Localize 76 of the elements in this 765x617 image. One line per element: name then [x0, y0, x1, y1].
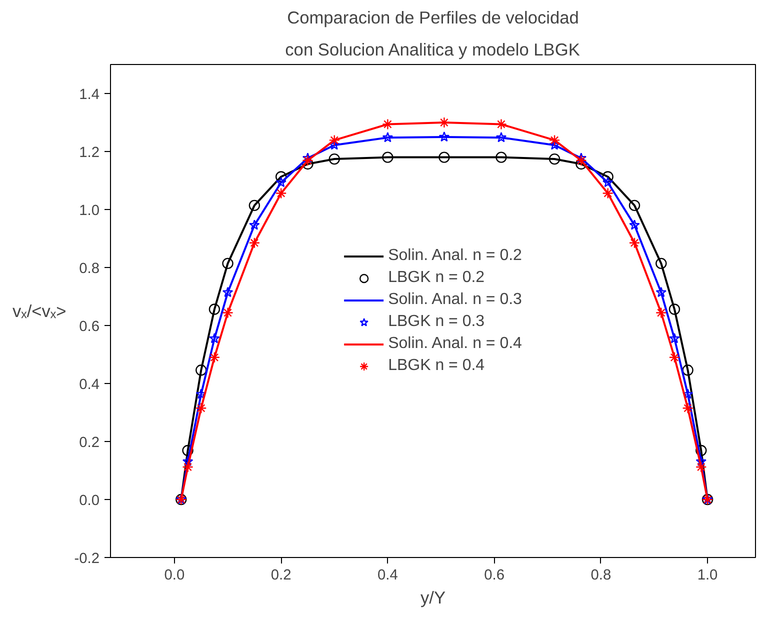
x-tick-label: 1.0 — [697, 568, 718, 584]
y-tick-label: 1.2 — [79, 145, 100, 161]
point — [248, 200, 260, 212]
point — [548, 153, 560, 165]
point — [496, 118, 507, 130]
point — [682, 364, 694, 376]
point — [496, 152, 507, 163]
point — [209, 332, 220, 344]
point — [196, 388, 206, 399]
y-axis-title: vₓ/<vₓ> — [12, 301, 66, 321]
point — [602, 176, 614, 188]
legend-label: Solin. Anal. n = 0.2 — [388, 246, 522, 264]
point — [382, 152, 394, 163]
point — [438, 152, 450, 163]
point — [196, 402, 207, 414]
legend-label: LBGK n = 0.2 — [388, 268, 485, 286]
point — [276, 176, 286, 188]
point — [628, 200, 640, 212]
point — [602, 188, 614, 199]
point — [438, 131, 450, 142]
point — [208, 352, 220, 363]
point — [628, 237, 640, 248]
legend-label: Solin. Anal. n = 0.4 — [388, 334, 522, 352]
x-axis-title: y/Y — [420, 588, 446, 608]
point — [302, 154, 314, 166]
point — [696, 456, 706, 466]
legend-label: LBGK n = 0.4 — [388, 356, 485, 374]
point — [438, 116, 450, 128]
point — [222, 258, 234, 270]
point — [275, 171, 287, 182]
point — [656, 286, 667, 298]
y-tick-label: -0.2 — [74, 551, 100, 567]
x-tick-label: 0.4 — [378, 568, 398, 584]
point — [669, 332, 680, 344]
point — [656, 258, 667, 270]
point — [208, 304, 220, 315]
y-tick-label: 1.4 — [79, 87, 100, 103]
chart-title: Comparacion de Perfiles de velocidad — [287, 8, 579, 28]
point — [682, 402, 694, 414]
point — [668, 352, 680, 363]
y-tick-label: 0.8 — [79, 261, 100, 277]
point — [696, 461, 707, 473]
point — [275, 188, 287, 199]
y-tick-label: 0.4 — [79, 377, 100, 393]
y-tick-label: 0.0 — [79, 493, 100, 509]
x-tick-label: 0.6 — [484, 568, 504, 584]
point — [696, 444, 707, 456]
point — [656, 307, 667, 318]
chart-subtitle: con Solucion Analitica y modelo LBGK — [285, 40, 580, 60]
point — [222, 307, 234, 318]
legend-label: Solin. Anal. n = 0.3 — [388, 290, 522, 308]
point — [382, 118, 394, 130]
point — [182, 456, 194, 466]
point — [548, 134, 560, 146]
point — [382, 132, 394, 142]
x-tick-label: 0.8 — [590, 568, 612, 584]
y-tick-label: 0.2 — [79, 435, 100, 451]
point — [602, 171, 614, 182]
point — [682, 388, 694, 399]
point — [328, 134, 340, 146]
x-tick-label: 0.2 — [270, 568, 292, 584]
point — [629, 220, 640, 230]
point — [182, 444, 194, 456]
point — [328, 153, 340, 165]
point — [248, 237, 260, 248]
point — [496, 132, 507, 142]
y-tick-label: 0.6 — [79, 319, 100, 335]
legend-label: LBGK n = 0.3 — [388, 312, 485, 330]
point — [249, 220, 260, 230]
point — [196, 364, 207, 376]
point — [182, 461, 194, 473]
y-tick-label: 1.0 — [79, 203, 100, 219]
point — [576, 154, 587, 166]
x-tick-label: 0.0 — [164, 568, 185, 584]
point — [222, 286, 234, 298]
point — [668, 304, 680, 315]
